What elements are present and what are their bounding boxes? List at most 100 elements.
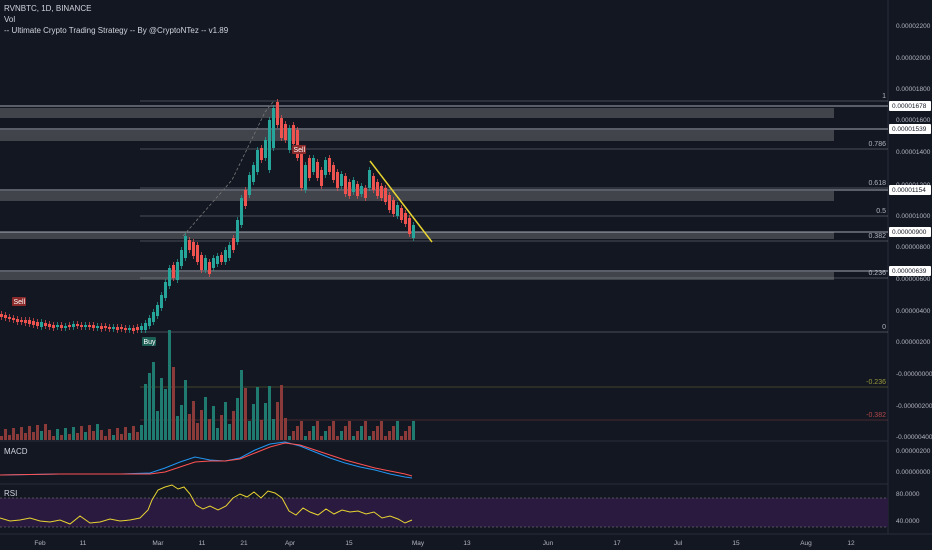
macd-axis-tick: 0.00000000	[896, 469, 931, 476]
fib-level-label: 0.5	[876, 208, 886, 215]
volume-bar	[232, 411, 235, 440]
time-axis-tick: 17	[613, 540, 621, 547]
volume-bar	[252, 404, 255, 440]
strategy-legend[interactable]: -- Ultimate Crypto Trading Strategy -- B…	[4, 26, 229, 35]
candle-body	[248, 175, 251, 195]
trendline[interactable]	[369, 160, 433, 243]
candle-body	[292, 125, 295, 144]
candle-body	[152, 312, 155, 322]
volume-bar	[204, 397, 207, 440]
candle-body	[208, 262, 211, 274]
svg-text:0.00001678: 0.00001678	[892, 103, 927, 110]
volume-legend[interactable]: Vol	[4, 15, 16, 24]
fib-zones	[0, 105, 888, 280]
volume-bar	[128, 433, 131, 440]
candle-body	[364, 188, 367, 198]
candle-body	[12, 318, 15, 320]
volume-bar	[396, 421, 399, 440]
volume-bar	[56, 429, 59, 440]
candle-body	[256, 150, 259, 172]
volume-bar	[28, 426, 31, 440]
volume-bar	[364, 421, 367, 440]
candle-body	[328, 158, 331, 172]
candle-body	[260, 148, 263, 160]
volume-bar	[148, 373, 151, 440]
candle-body	[332, 165, 335, 180]
volume-bar	[308, 431, 311, 440]
candle-body	[316, 162, 319, 178]
rsi-pane-title[interactable]: RSI	[4, 489, 18, 498]
candle-body	[32, 321, 35, 325]
price-tag: 0.00000639	[889, 266, 931, 276]
volume-bar	[116, 428, 119, 440]
candle-body	[124, 328, 127, 330]
candle-body	[0, 314, 3, 317]
macd-pane-title[interactable]: MACD	[4, 447, 28, 456]
volume-bar	[360, 426, 363, 440]
fib-level-label: 0	[882, 324, 886, 331]
time-axis-tick: 15	[732, 540, 740, 547]
candle-body	[356, 184, 359, 196]
volume-bar	[4, 429, 7, 440]
volume-bar	[44, 424, 47, 440]
volume-bar	[184, 380, 187, 440]
volume-bar	[120, 434, 123, 440]
fib-level-label: -0.382	[866, 412, 886, 419]
volume-bar	[36, 425, 39, 440]
candle-body	[288, 128, 291, 150]
rsi-band	[0, 498, 888, 527]
candle-body	[64, 326, 67, 328]
volume-bar	[344, 426, 347, 440]
candle-body	[204, 258, 207, 270]
candle-body	[244, 190, 247, 206]
candle-body	[392, 200, 395, 214]
candle-body	[324, 160, 327, 175]
volume-bar	[168, 330, 171, 440]
candle-body	[40, 322, 43, 327]
svg-text:Buy: Buy	[144, 339, 157, 346]
candle-body	[232, 238, 235, 250]
candle-body	[108, 327, 111, 329]
volume-bar	[32, 432, 35, 440]
candle-body	[212, 258, 215, 268]
time-axis-tick: 11	[80, 540, 87, 547]
time-axis[interactable]: Feb 11 Mar 11 21 Apr 15 May 13 Jun 17 Jul 15 Aug 12	[34, 540, 855, 547]
candle-body	[192, 242, 195, 256]
price-axis-tick: 0.00002200	[896, 23, 931, 30]
candle-body	[8, 317, 11, 319]
fib-retracement[interactable]: 1 0.786 0.618 0.5 0.382 0.236 0 -0.236 -0.382	[140, 93, 888, 421]
candle-body	[284, 124, 287, 140]
candle-body	[144, 323, 147, 330]
volume-bar	[268, 386, 271, 440]
volume-bar	[316, 421, 319, 440]
volume-bar	[60, 435, 63, 440]
volume-bar	[220, 415, 223, 440]
candle-body	[88, 325, 91, 327]
time-axis-tick: Jun	[543, 540, 554, 547]
volume-bar	[332, 421, 335, 440]
price-axis[interactable]: 0.00002200 0.00002000 0.00001800 0.00001600…	[896, 23, 932, 525]
volume-bar	[236, 398, 239, 440]
volume-bar	[176, 416, 179, 440]
volume-bar	[276, 402, 279, 440]
symbol-title[interactable]: RVNBTC, 1D, BINANCE	[4, 4, 92, 13]
fib-level-label: -0.236	[866, 379, 886, 386]
volume-bar	[216, 428, 219, 440]
candle-body	[160, 295, 163, 308]
candle-body	[136, 327, 139, 330]
candle-body	[280, 118, 283, 138]
candle-body	[396, 205, 399, 216]
volume-bar	[412, 421, 415, 440]
dashed-projection-line	[182, 101, 274, 237]
time-axis-tick: Mar	[152, 540, 164, 547]
macd-axis-tick: 0.00000200	[896, 448, 931, 455]
rsi-axis-tick: 80.0000	[896, 491, 920, 498]
candle-body	[128, 328, 131, 330]
volume-bar	[84, 432, 87, 440]
volume-bar	[384, 436, 387, 440]
candle-body	[352, 180, 355, 192]
price-axis-tick: 0.00000400	[896, 308, 931, 315]
volume-bar	[192, 401, 195, 440]
price-tags: 0.00001678 0.00001539 0.00001154 0.00000900…	[889, 101, 931, 276]
